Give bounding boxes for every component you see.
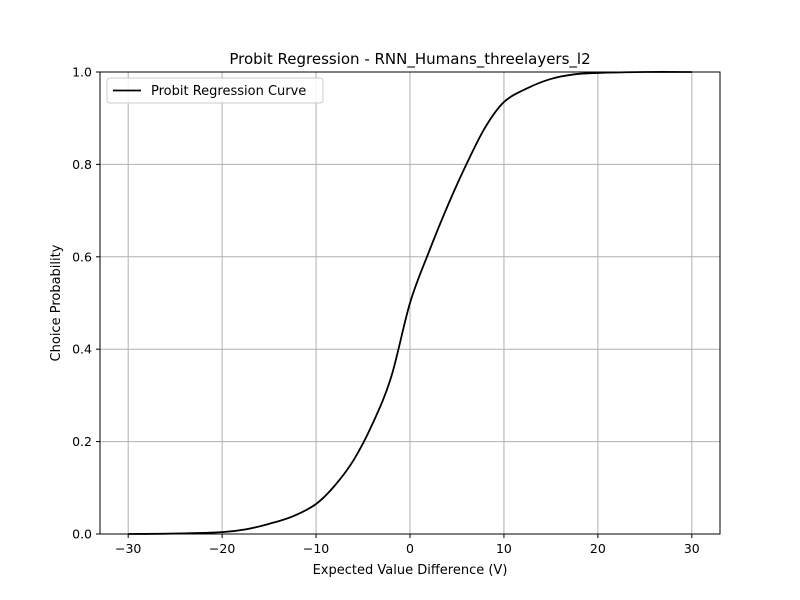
x-tick-label: −10 bbox=[303, 541, 329, 556]
x-tick-label: 20 bbox=[590, 541, 606, 556]
x-axis-label: Expected Value Difference (V) bbox=[313, 563, 508, 578]
y-tick-label: 1.0 bbox=[72, 65, 92, 80]
y-axis-label: Choice Probability bbox=[49, 244, 64, 361]
y-tick-label: 0.8 bbox=[72, 157, 92, 172]
series-layer bbox=[128, 71, 692, 535]
legend: Probit Regression Curve bbox=[106, 77, 324, 104]
y-tick-label: 0.6 bbox=[72, 249, 92, 264]
y-tick-label: 0.0 bbox=[72, 527, 92, 542]
x-tick-label: −30 bbox=[115, 541, 141, 556]
tick-layer: −30 −20 −10 0 10 20 30 0.0 0.2 0.4 0.6 0.8 1.0 bbox=[72, 65, 700, 557]
x-tick-label: 30 bbox=[684, 541, 700, 556]
legend-box bbox=[106, 77, 324, 104]
chart-title: Probit Regression - RNN_Humans_threelaye… bbox=[229, 50, 590, 69]
y-tick-label: 0.4 bbox=[72, 342, 92, 357]
series-line-probit-regression-curve bbox=[128, 71, 692, 535]
y-tick-label: 0.2 bbox=[72, 434, 92, 449]
legend-label: Probit Regression Curve bbox=[151, 84, 306, 99]
x-tick-label: 10 bbox=[496, 541, 512, 556]
x-tick-label: 0 bbox=[406, 541, 414, 556]
x-tick-label: −20 bbox=[209, 541, 235, 556]
